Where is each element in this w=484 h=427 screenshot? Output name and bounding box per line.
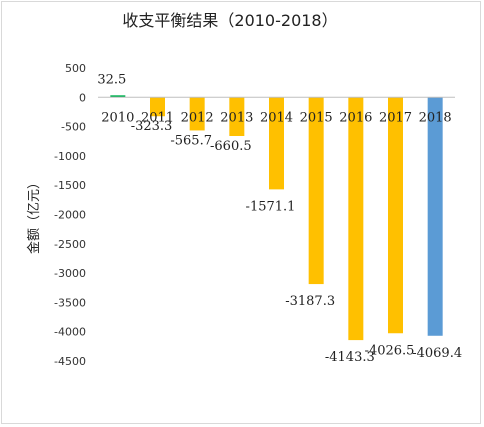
data-label: -660.5 xyxy=(210,139,252,154)
category-label: 2010 xyxy=(101,110,134,125)
y-axis-label: 金额（亿元） xyxy=(26,176,42,254)
bars xyxy=(110,95,443,341)
y-tick-label: -4500 xyxy=(54,355,86,368)
data-labels: 32.5 -323.3-565.7-660.5 -1571.1 -3187.3 -414… xyxy=(97,72,462,365)
bar-2017 xyxy=(388,97,403,334)
data-label: -4143.3 xyxy=(325,350,375,365)
category-label: 2012 xyxy=(181,110,214,125)
bar-2016 xyxy=(348,97,364,341)
y-tick-label: 500 xyxy=(65,62,86,75)
category-label: 2011 xyxy=(141,110,174,125)
data-label: -323.3 xyxy=(131,119,173,134)
y-tick-label: -500 xyxy=(61,121,86,134)
chart-title: 收支平衡结果（2010-2018） xyxy=(122,11,337,30)
bar-2014 xyxy=(269,97,284,190)
category-label: 2014 xyxy=(260,110,293,125)
bar-2011 xyxy=(150,97,165,117)
bar-2018 xyxy=(427,97,443,336)
y-tick-label: -4000 xyxy=(54,326,86,339)
category-label: 2013 xyxy=(220,110,253,125)
y-tick-label: -1000 xyxy=(54,150,86,163)
x-axis-tick-labels: 2010 2011 2012 2013 2014 2015 2016 2017 2018 xyxy=(101,110,451,125)
category-label: 2018 xyxy=(419,110,452,125)
y-tick-label: -3000 xyxy=(54,267,86,280)
category-label: 2015 xyxy=(300,110,333,125)
data-label: 32.5 xyxy=(97,72,126,87)
y-tick-label: -1500 xyxy=(54,179,86,192)
bar-2010 xyxy=(110,95,126,98)
category-label: 2016 xyxy=(339,110,372,125)
data-label: -4026.5 xyxy=(365,343,415,358)
y-tick-label: -2500 xyxy=(54,238,86,251)
bar-2013 xyxy=(229,97,245,137)
y-tick-label: -2000 xyxy=(54,209,86,222)
category-label: 2017 xyxy=(379,110,412,125)
data-label: -4069.4 xyxy=(412,346,462,361)
y-axis-ticks: 500 0 -500 -1000 -1500 -2000 -2500 -3000 -3500 -4… xyxy=(54,62,86,368)
y-tick-label: -3500 xyxy=(54,296,86,309)
bar-2012 xyxy=(189,97,205,131)
data-label: -1571.1 xyxy=(246,199,296,214)
data-label: -3187.3 xyxy=(285,294,335,309)
data-label: -565.7 xyxy=(170,133,212,148)
y-tick-label: 0 xyxy=(79,91,86,104)
bar-2015 xyxy=(308,97,324,285)
